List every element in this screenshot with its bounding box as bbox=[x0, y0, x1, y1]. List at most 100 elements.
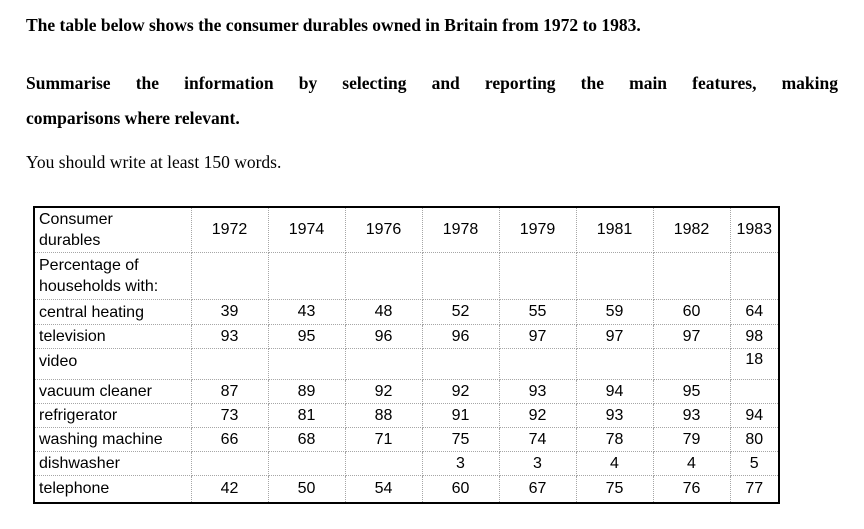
cell-value: 93 bbox=[575, 403, 654, 428]
cell-value: 50 bbox=[267, 475, 346, 503]
year-header: 1978 bbox=[421, 206, 500, 253]
cell-value: 4 bbox=[575, 451, 654, 476]
table-row: television 93 95 96 96 97 97 97 98 bbox=[33, 324, 780, 349]
empty-cell bbox=[344, 252, 423, 300]
year-header: 1983 bbox=[729, 206, 780, 253]
row-label: washing machine bbox=[33, 427, 192, 452]
durables-table: Consumer durables 1972 1974 1976 1978 1979 19… bbox=[33, 206, 780, 504]
cell-value: 79 bbox=[652, 427, 731, 452]
year-header: 1972 bbox=[190, 206, 269, 253]
cell-value: 91 bbox=[421, 403, 500, 428]
cell-value: 52 bbox=[421, 299, 500, 325]
year-header: 1982 bbox=[652, 206, 731, 253]
empty-cell bbox=[267, 348, 346, 380]
cell-value: 95 bbox=[652, 379, 731, 404]
cell-value: 92 bbox=[421, 379, 500, 404]
row-label: video bbox=[33, 348, 192, 380]
empty-cell bbox=[190, 451, 269, 476]
cell-value: 73 bbox=[190, 403, 269, 428]
section-row: Percentage of households with: bbox=[33, 252, 780, 300]
empty-cell bbox=[575, 348, 654, 380]
empty-cell bbox=[575, 252, 654, 300]
cell-value: 48 bbox=[344, 299, 423, 325]
cell-value: 98 bbox=[729, 324, 780, 349]
cell-value: 71 bbox=[344, 427, 423, 452]
row-label: refrigerator bbox=[33, 403, 192, 428]
empty-cell bbox=[652, 252, 731, 300]
year-header-row: Consumer durables 1972 1974 1976 1978 1979 19… bbox=[33, 206, 780, 253]
empty-cell bbox=[729, 379, 780, 404]
empty-cell bbox=[421, 348, 500, 380]
cell-value: 93 bbox=[498, 379, 577, 404]
year-header: 1981 bbox=[575, 206, 654, 253]
table-corner-label: Consumer durables bbox=[33, 206, 192, 253]
year-header: 1976 bbox=[344, 206, 423, 253]
cell-value: 43 bbox=[267, 299, 346, 325]
empty-cell bbox=[344, 451, 423, 476]
cell-value: 87 bbox=[190, 379, 269, 404]
cell-value: 55 bbox=[498, 299, 577, 325]
cell-value: 54 bbox=[344, 475, 423, 503]
cell-value: 97 bbox=[498, 324, 577, 349]
cell-value: 81 bbox=[267, 403, 346, 428]
row-label: television bbox=[33, 324, 192, 349]
empty-cell bbox=[267, 451, 346, 476]
empty-cell bbox=[729, 252, 780, 300]
section-label: Percentage of households with: bbox=[33, 252, 192, 300]
cell-value: 67 bbox=[498, 475, 577, 503]
row-label: dishwasher bbox=[33, 451, 192, 476]
cell-value: 18 bbox=[729, 348, 780, 380]
row-label: vacuum cleaner bbox=[33, 379, 192, 404]
cell-value: 60 bbox=[421, 475, 500, 503]
cell-value: 59 bbox=[575, 299, 654, 325]
row-label: central heating bbox=[33, 299, 192, 325]
empty-cell bbox=[190, 252, 269, 300]
table-row: vacuum cleaner 87 89 92 92 93 94 95 bbox=[33, 379, 780, 404]
empty-cell bbox=[267, 252, 346, 300]
cell-value: 89 bbox=[267, 379, 346, 404]
cell-value: 75 bbox=[421, 427, 500, 452]
task-instruction: Summarise the information by selecting a… bbox=[26, 66, 838, 136]
cell-value: 95 bbox=[267, 324, 346, 349]
table-row: dishwasher 3 3 4 4 5 bbox=[33, 451, 780, 476]
year-header: 1974 bbox=[267, 206, 346, 253]
cell-value: 4 bbox=[652, 451, 731, 476]
cell-value: 5 bbox=[729, 451, 780, 476]
table-row: video 18 bbox=[33, 348, 780, 380]
cell-value: 74 bbox=[498, 427, 577, 452]
empty-cell bbox=[344, 348, 423, 380]
cell-value: 76 bbox=[652, 475, 731, 503]
cell-value: 75 bbox=[575, 475, 654, 503]
empty-cell bbox=[421, 252, 500, 300]
task-instruction-line1: Summarise the information by selecting a… bbox=[26, 73, 838, 93]
cell-value: 92 bbox=[344, 379, 423, 404]
cell-value: 96 bbox=[344, 324, 423, 349]
cell-value: 77 bbox=[729, 475, 780, 503]
word-count-note: You should write at least 150 words. bbox=[26, 152, 282, 172]
empty-cell bbox=[652, 348, 731, 380]
cell-value: 93 bbox=[652, 403, 731, 428]
table-row: washing machine 66 68 71 75 74 78 79 80 bbox=[33, 427, 780, 452]
year-header: 1979 bbox=[498, 206, 577, 253]
table-row: telephone 42 50 54 60 67 75 76 77 bbox=[33, 475, 780, 503]
cell-value: 3 bbox=[421, 451, 500, 476]
task-statement: The table below shows the consumer durab… bbox=[26, 15, 641, 35]
cell-value: 66 bbox=[190, 427, 269, 452]
cell-value: 78 bbox=[575, 427, 654, 452]
durables-table-body: Consumer durables 1972 1974 1976 1978 1979 19… bbox=[33, 206, 780, 503]
row-label: telephone bbox=[33, 475, 192, 503]
cell-value: 39 bbox=[190, 299, 269, 325]
table-row: central heating 39 43 48 52 55 59 60 64 bbox=[33, 299, 780, 325]
cell-value: 97 bbox=[575, 324, 654, 349]
empty-cell bbox=[498, 252, 577, 300]
cell-value: 88 bbox=[344, 403, 423, 428]
task-page: The table below shows the consumer durab… bbox=[26, 15, 838, 504]
cell-value: 80 bbox=[729, 427, 780, 452]
cell-value: 94 bbox=[729, 403, 780, 428]
table-row: refrigerator 73 81 88 91 92 93 93 94 bbox=[33, 403, 780, 428]
cell-value: 94 bbox=[575, 379, 654, 404]
cell-value: 93 bbox=[190, 324, 269, 349]
task-instruction-line2: comparisons where relevant. bbox=[26, 108, 240, 128]
empty-cell bbox=[498, 348, 577, 380]
empty-cell bbox=[190, 348, 269, 380]
